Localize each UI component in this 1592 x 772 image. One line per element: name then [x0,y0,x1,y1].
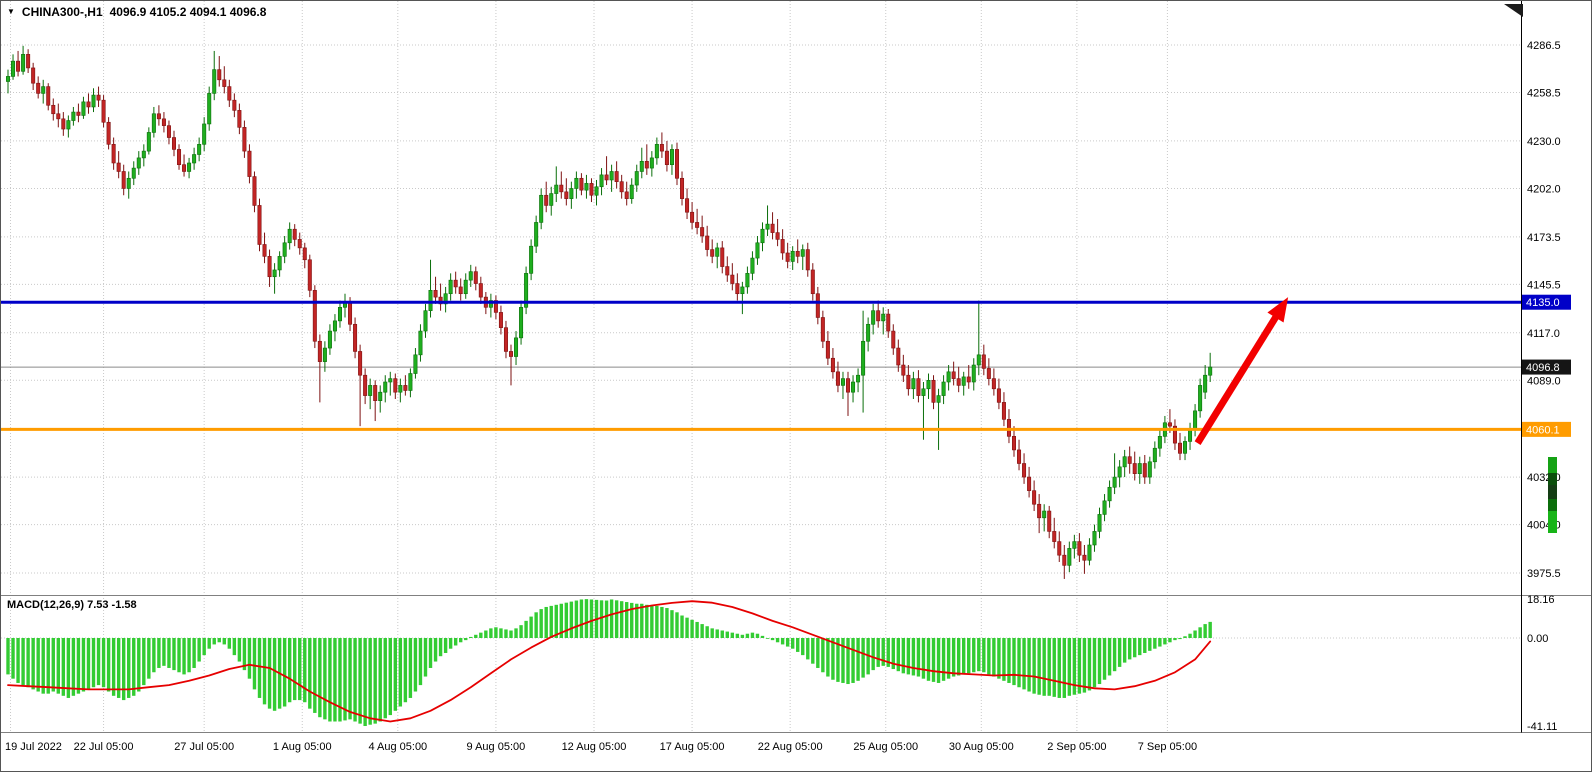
svg-text:30 Aug 05:00: 30 Aug 05:00 [949,741,1014,753]
axis-scroll-marker[interactable] [1548,457,1557,533]
svg-text:4258.5: 4258.5 [1527,88,1561,100]
time-axis: 19 Jul 2022 22 Jul 05:00 27 Jul 05:00 1 Aug… [5,741,1197,753]
svg-text:17 Aug 05:00: 17 Aug 05:00 [660,741,725,753]
macd-signal-line [7,600,1212,723]
trend-arrow [1194,297,1289,445]
macd-indicator-label: MACD(12,26,9) 7.53 -1.58 [7,599,137,611]
symbol-info-bar: ▼ CHINA300-,H1 4096.9 4105.2 4094.1 4096… [7,5,266,19]
svg-text:18.16: 18.16 [1527,594,1555,606]
symbol-name: CHINA300-,H1 [21,5,103,19]
svg-text:4096.8: 4096.8 [1526,362,1560,374]
svg-text:22 Aug 05:00: 22 Aug 05:00 [758,741,823,753]
symbol-dropdown-icon[interactable]: ▼ [7,7,15,16]
svg-text:2 Sep 05:00: 2 Sep 05:00 [1047,741,1106,753]
svg-text:4089.0: 4089.0 [1527,375,1561,387]
svg-text:4202.0: 4202.0 [1527,183,1561,195]
symbol-ohlc-values: 4096.9 4105.2 4094.1 4096.8 [109,5,267,19]
svg-text:1 Aug 05:00: 1 Aug 05:00 [273,741,332,753]
macd-histogram [6,599,1212,727]
svg-text:12 Aug 05:00: 12 Aug 05:00 [562,741,627,753]
svg-text:4060.1: 4060.1 [1526,424,1560,436]
svg-text:4 Aug 05:00: 4 Aug 05:00 [368,741,427,753]
svg-text:22 Jul 05:00: 22 Jul 05:00 [74,741,134,753]
chart-shift-marker[interactable] [1504,4,1523,17]
svg-text:0.00: 0.00 [1527,633,1548,645]
candles-layer [6,45,1213,579]
svg-text:4230.0: 4230.0 [1527,136,1561,148]
price-axis: 4286.5 4258.5 4230.0 4202.0 4173.5 4145.5 4117… [1527,40,1561,580]
svg-text:9 Aug 05:00: 9 Aug 05:00 [467,741,526,753]
grid-lines [1,1,1521,733]
svg-text:3975.5: 3975.5 [1527,568,1561,580]
resistance-price-badge: 4135.0 [1522,294,1571,310]
macd-axis: 18.16 0.00 -41.11 [1527,594,1557,733]
svg-text:4145.5: 4145.5 [1527,279,1561,291]
current-price-badge: 4096.8 [1522,359,1571,375]
svg-text:25 Aug 05:00: 25 Aug 05:00 [853,741,918,753]
svg-text:27 Jul 05:00: 27 Jul 05:00 [174,741,234,753]
panel-frame [1,1,1591,733]
support-price-badge: 4060.1 [1522,421,1571,437]
svg-text:4286.5: 4286.5 [1527,40,1561,52]
svg-text:4173.5: 4173.5 [1527,232,1561,244]
svg-text:-41.11: -41.11 [1527,721,1557,733]
level-lines [1,300,1521,431]
svg-text:4117.0: 4117.0 [1527,328,1560,340]
svg-text:19 Jul 2022: 19 Jul 2022 [5,741,62,753]
svg-text:4135.0: 4135.0 [1526,297,1560,309]
svg-text:7 Sep 05:00: 7 Sep 05:00 [1138,741,1197,753]
price-badges: 4135.0 4096.8 4060.1 [1522,294,1571,437]
